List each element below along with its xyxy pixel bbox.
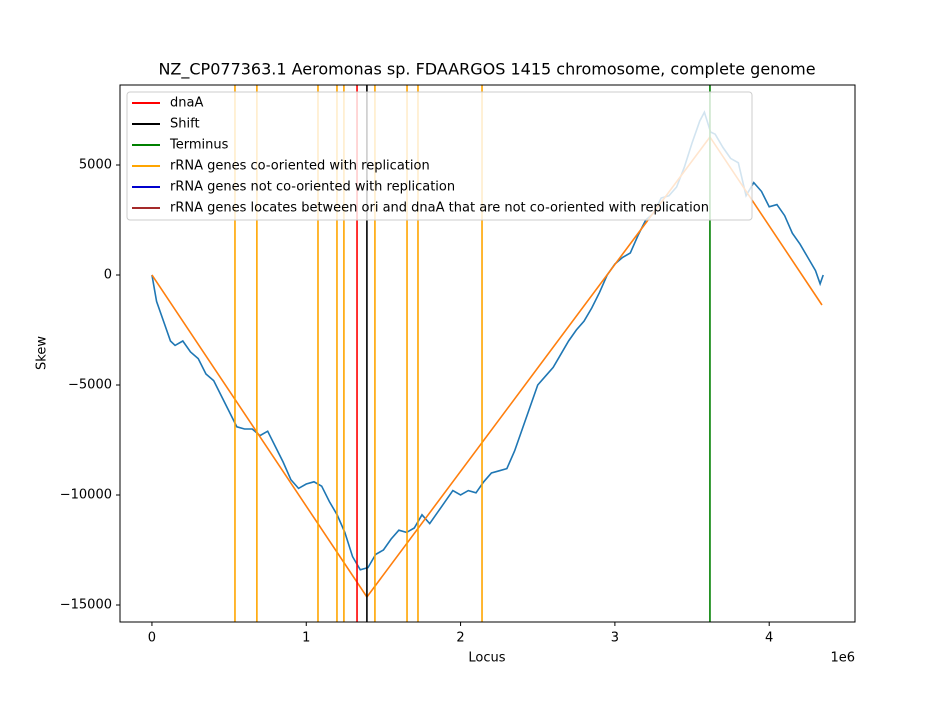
legend-label: Shift (170, 117, 200, 132)
skew-line (151, 135, 823, 599)
y-axis-label: Skew (35, 336, 50, 370)
legend-label: rRNA genes co-oriented with replication (170, 159, 430, 174)
x-axis-label: Locus (468, 651, 505, 666)
legend-label: Terminus (169, 138, 229, 153)
x-tick-label: 2 (456, 631, 464, 646)
x-offset-label: 1e6 (830, 651, 855, 666)
x-tick-label: 1 (302, 631, 310, 646)
x-tick-label: 0 (148, 631, 156, 646)
y-tick-label: 5000 (79, 157, 112, 172)
legend-label: dnaA (170, 96, 203, 111)
y-tick-label: 0 (104, 267, 112, 282)
legend-box (126, 91, 753, 221)
y-tick-label: −10000 (60, 487, 112, 502)
legend-label: rRNA genes not co-oriented with replicat… (170, 180, 455, 195)
y-tick-label: −5000 (68, 377, 112, 392)
x-tick-label: 4 (765, 631, 773, 646)
chart-title: NZ_CP077363.1 Aeromonas sp. FDAARGOS 141… (158, 60, 815, 80)
legend-label: rRNA genes locates between ori and dnaA … (170, 201, 709, 216)
x-tick-label: 3 (611, 631, 619, 646)
y-tick-label: −15000 (60, 597, 112, 612)
plot-frame (119, 84, 856, 623)
